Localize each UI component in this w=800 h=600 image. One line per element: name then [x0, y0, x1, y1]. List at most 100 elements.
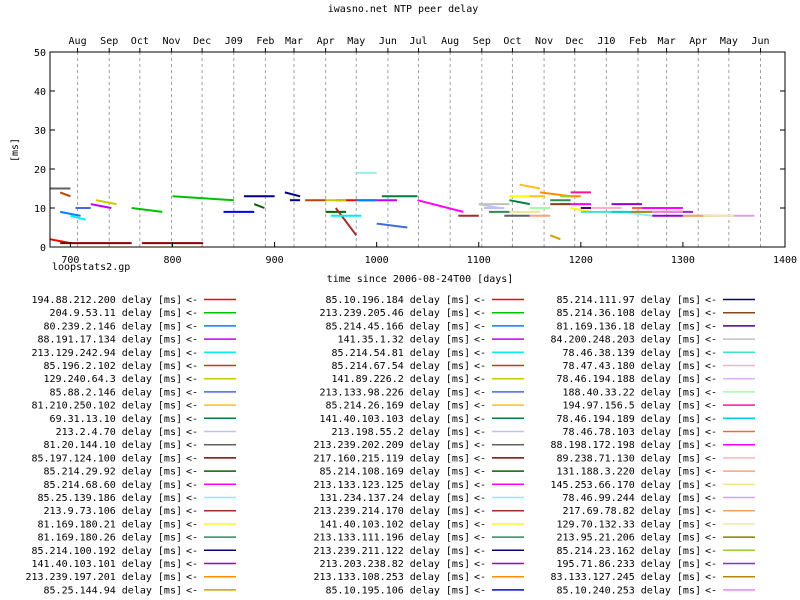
month-label: Apr: [689, 36, 707, 47]
legend-entry-label: 195.71.86.233 delay [ms]: [557, 559, 702, 570]
legend-arrow: <-: [474, 387, 486, 398]
legend-arrow: <-: [705, 453, 717, 464]
legend-entry-label: 78.47.43.180 delay [ms]: [563, 361, 701, 372]
legend-arrow: <-: [186, 453, 198, 464]
legend-entry-label: 213.239.205.46 delay [ms]: [319, 308, 470, 319]
legend-entry-label: 85.214.36.108 delay [ms]: [557, 308, 702, 319]
month-label: Jul: [409, 36, 427, 47]
series-line-6: [59, 191, 71, 198]
plot-frame: [49, 51, 786, 248]
legend-arrow: <-: [705, 572, 717, 583]
legend-entry-label: 188.40.33.22 delay [ms]: [563, 387, 701, 398]
x-tick-label: 1000: [365, 255, 389, 266]
legend-arrow: <-: [705, 321, 717, 332]
legend-arrow: <-: [474, 308, 486, 319]
legend-arrow: <-: [186, 374, 198, 385]
legend-arrow: <-: [705, 335, 717, 346]
y-axis-ticks: 0 10 20 30 40 50: [34, 48, 785, 254]
legend-entry-label: 213.133.111.196 delay [ms]: [313, 533, 470, 544]
series-line-17: [335, 207, 358, 236]
month-label: Nov: [162, 36, 180, 47]
legend-arrow: <-: [474, 533, 486, 544]
legend-arrow: <-: [705, 493, 717, 504]
legend-arrow: <-: [474, 506, 486, 517]
legend-arrow: <-: [186, 533, 198, 544]
legend-entry-label: 84.200.248.203 delay [ms]: [550, 335, 701, 346]
legend: 194.88.212.200 delay [ms] <- 204.9.53.11 d…: [25, 295, 755, 596]
legend-entry-label: 88.191.17.134 delay [ms]: [38, 335, 183, 346]
legend-arrow: <-: [186, 559, 198, 570]
legend-entry-label: 81.169.180.21 delay [ms]: [38, 519, 183, 530]
legend-arrow: <-: [186, 321, 198, 332]
y-tick-label: 50: [34, 48, 46, 59]
month-label: Oct: [131, 36, 149, 47]
legend-entry-label: 85.214.68.60 delay [ms]: [44, 480, 182, 491]
legend-arrow: <-: [186, 480, 198, 491]
legend-entry-label: 85.25.144.94 delay [ms]: [44, 585, 182, 596]
legend-arrow: <-: [705, 440, 717, 451]
month-label: J09: [225, 36, 243, 47]
legend-arrow: <-: [474, 374, 486, 385]
legend-arrow: <-: [186, 401, 198, 412]
legend-arrow: <-: [705, 480, 717, 491]
legend-arrow: <-: [474, 559, 486, 570]
legend-entry-label: 85.214.26.169 delay [ms]: [326, 401, 471, 412]
month-label: Jun: [751, 36, 769, 47]
legend-entry-label: 85.214.29.92 delay [ms]: [44, 467, 182, 478]
legend-entry-label: 213.239.202.209 delay [ms]: [313, 440, 470, 451]
chart-title: iwasno.net NTP peer delay: [328, 4, 479, 15]
legend-entry-label: 83.133.127.245 delay [ms]: [550, 572, 701, 583]
legend-entry-label: 194.97.156.5 delay [ms]: [563, 401, 701, 412]
legend-arrow: <-: [186, 348, 198, 359]
month-label: J10: [597, 36, 615, 47]
legend-entry-label: 213.239.214.170 delay [ms]: [313, 506, 470, 517]
legend-entry-label: 213.133.108.253 delay [ms]: [313, 572, 470, 583]
legend-arrow: <-: [186, 414, 198, 425]
legend-arrow: <-: [705, 506, 717, 517]
legend-entry-label: 81.210.250.102 delay [ms]: [31, 401, 182, 412]
month-label: Oct: [503, 36, 521, 47]
series-line-3: [60, 210, 81, 217]
legend-arrow: <-: [186, 335, 198, 346]
legend-entry-label: 213.239.211.122 delay [ms]: [313, 546, 470, 557]
y-tick-label: 30: [34, 126, 46, 137]
legend-entry-label: 131.234.137.24 delay [ms]: [319, 493, 470, 504]
legend-arrow: <-: [705, 585, 717, 596]
legend-arrow: <-: [705, 401, 717, 412]
legend-entry-label: 85.10.196.184 delay [ms]: [326, 295, 471, 306]
legend-arrow: <-: [705, 308, 717, 319]
legend-entry-label: 129.70.132.33 delay [ms]: [557, 519, 702, 530]
legend-arrow: <-: [474, 401, 486, 412]
legend-arrow: <-: [186, 519, 198, 530]
legend-arrow: <-: [705, 374, 717, 385]
month-label: Aug: [69, 36, 87, 47]
x-tick-label: 900: [266, 255, 284, 266]
month-label: Mar: [658, 36, 676, 47]
y-tick-label: 40: [34, 87, 46, 98]
legend-arrow: <-: [474, 453, 486, 464]
legend-entry-label: 81.169.180.26 delay [ms]: [38, 533, 183, 544]
month-label: Feb: [256, 36, 274, 47]
legend-entry-label: 213.2.4.70 delay [ms]: [56, 427, 182, 438]
legend-arrow: <-: [474, 480, 486, 491]
legend-entry-label: 213.95.21.206 delay [ms]: [557, 533, 702, 544]
month-label: Sep: [100, 36, 118, 47]
legend-entry-label: 85.10.240.253 delay [ms]: [557, 585, 702, 596]
month-labels: Aug Sep Oct Nov Dec J09 Feb Mar Apr May Jun Jul Aug S…: [69, 36, 770, 52]
x-tick-label: 1300: [671, 255, 695, 266]
legend-entry-label: 141.40.103.101 delay [ms]: [31, 559, 182, 570]
y-axis-label: [ms]: [10, 138, 21, 162]
legend-entry-label: 217.160.215.119 delay [ms]: [313, 453, 470, 464]
month-label: Mar: [285, 36, 303, 47]
legend-arrow: <-: [186, 387, 198, 398]
legend-arrow: <-: [705, 559, 717, 570]
legend-arrow: <-: [474, 427, 486, 438]
plot-series: [49, 171, 755, 245]
legend-arrow: <-: [474, 519, 486, 530]
legend-entry-label: 217.69.78.82 delay [ms]: [563, 506, 701, 517]
legend-arrow: <-: [186, 440, 198, 451]
legend-arrow: <-: [705, 533, 717, 544]
legend-entry-label: 213.9.73.106 delay [ms]: [44, 506, 182, 517]
legend-arrow: <-: [474, 335, 486, 346]
legend-arrow: <-: [186, 493, 198, 504]
